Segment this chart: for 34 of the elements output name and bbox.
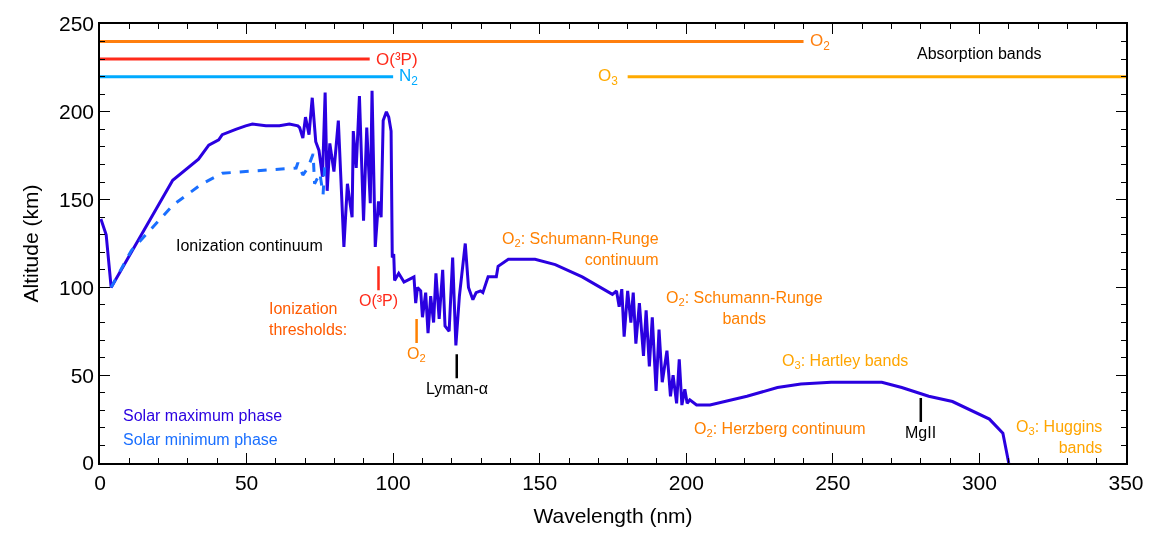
y-tick-label: 150 bbox=[59, 187, 95, 211]
y-axis-title: Altitude (km) bbox=[18, 184, 42, 303]
y-tick-label: 50 bbox=[70, 363, 95, 387]
annotation: Ionization continuum bbox=[176, 237, 323, 254]
x-tick-label: 300 bbox=[961, 470, 997, 494]
annotation: O(³P) bbox=[359, 292, 399, 309]
line-series bbox=[100, 89, 1011, 463]
annotation: O$_{2}$: Schumann-Runge continuum bbox=[502, 230, 659, 268]
y-tick-label: 0 bbox=[82, 451, 95, 475]
annotation: O$_{3}$: Hartley bands bbox=[782, 352, 909, 372]
annotation: Ionization thresholds: bbox=[269, 300, 348, 338]
x-tick-label: 350 bbox=[1108, 470, 1144, 494]
annotation: O$_{2}$ bbox=[810, 31, 831, 53]
annotation: O$_{2}$: Herzberg continuum bbox=[694, 420, 866, 440]
annotation: MgII bbox=[905, 424, 937, 441]
text: Solar maximum phase bbox=[123, 407, 283, 424]
text: Solar minimum phase bbox=[123, 431, 278, 448]
annotation: O$_{2}$: Schumann-Runge bands bbox=[666, 289, 823, 327]
x-axis-title: Wavelength (nm) bbox=[533, 503, 693, 527]
annotation: O$_{3}$: Huggins bands bbox=[1016, 418, 1103, 456]
y-tick-label: 200 bbox=[59, 100, 95, 124]
y-tick-label: 250 bbox=[59, 12, 95, 36]
legend-label: O$_{2}$ bbox=[407, 345, 426, 365]
x-tick-label: 50 bbox=[234, 470, 259, 494]
series-label: O(³P) bbox=[376, 50, 418, 69]
x-tick-label: 250 bbox=[815, 470, 851, 494]
annotation: Lyman-α bbox=[426, 380, 489, 397]
series-label: O$_{3}$ bbox=[598, 66, 619, 88]
x-tick-label: 150 bbox=[522, 470, 558, 494]
line-series bbox=[109, 152, 327, 289]
y-tick-label: 100 bbox=[59, 275, 95, 299]
annotation: Absorption bands bbox=[917, 45, 1042, 62]
x-tick-label: 200 bbox=[668, 470, 704, 494]
x-tick-label: 100 bbox=[375, 470, 411, 494]
